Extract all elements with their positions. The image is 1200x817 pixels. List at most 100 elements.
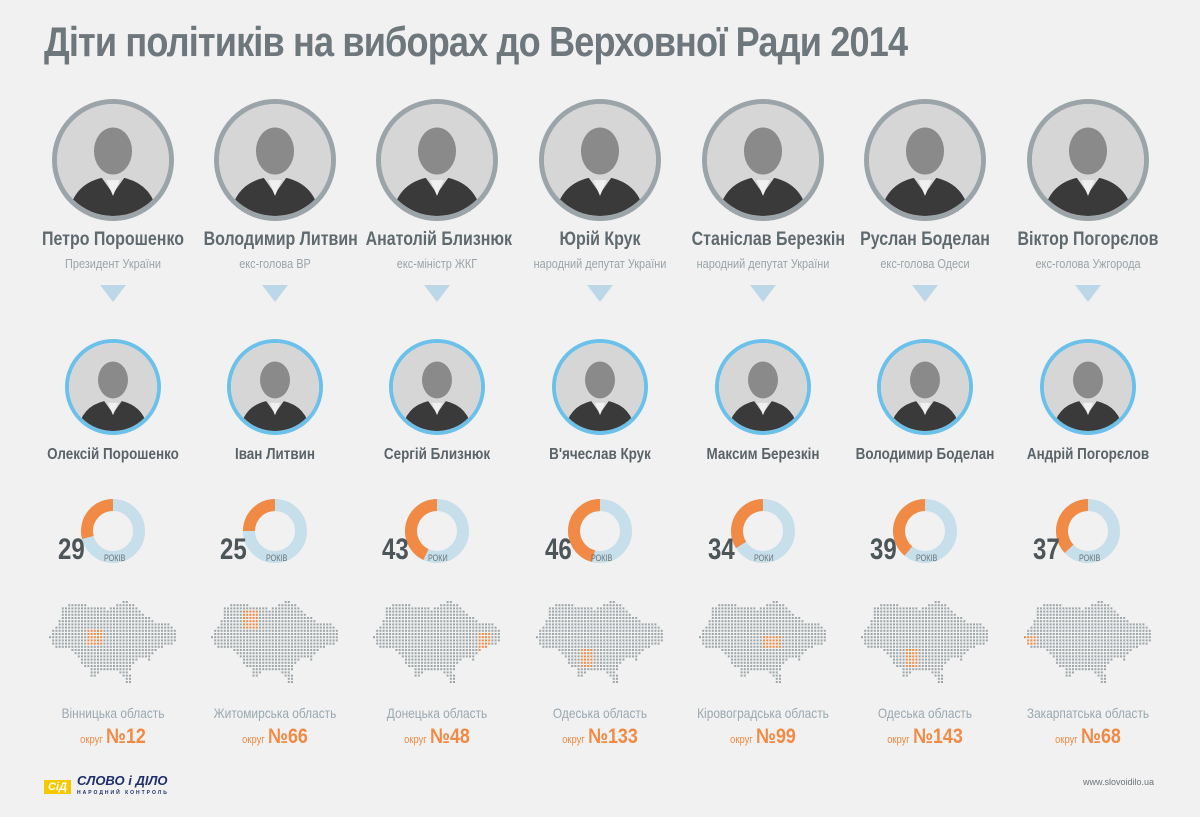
map-dot [329,636,332,639]
map-dot [151,620,154,623]
map-dot [297,620,300,623]
map-dot [1091,623,1094,626]
map-dot [580,645,583,648]
map-dot [262,636,265,639]
map-dot [902,649,905,651]
map-dot [392,607,395,610]
map-dot [125,655,128,658]
map-dot [408,610,411,613]
map-dot-highlight [1027,636,1030,639]
map-dot [469,636,471,639]
map-dot [727,623,730,626]
map-dot [97,613,99,616]
map-dot [81,626,83,629]
map-dot [886,613,889,616]
map-dot [715,617,717,619]
map-dot [931,610,934,613]
map-dot [574,658,577,661]
map-dot [138,620,141,623]
site-url[interactable]: www.slovoidilo.ua [1082,777,1154,787]
map-dot [747,607,749,610]
map-dot [590,636,593,639]
map-dot [395,645,398,648]
map-dot [715,620,717,623]
map-dot [931,620,934,623]
map-dot [574,642,577,645]
map-dot [469,629,471,632]
map-dot [1097,623,1100,626]
map-dot [437,658,439,661]
map-dot [788,655,791,658]
map-dot [763,668,765,671]
map-dot [97,671,99,674]
map-dot [1072,607,1074,610]
map-dot [427,607,430,610]
map-dot [389,636,391,639]
map-dot [135,620,138,623]
map-dot [475,642,478,645]
map-dot [125,610,128,613]
map-dot [1049,642,1052,645]
map-dot [564,633,567,635]
map-dot [944,655,947,658]
map-dot [889,629,892,632]
map-dot [472,626,475,629]
map-dot [65,617,67,619]
map-dot [100,607,103,610]
map-dot [109,661,112,664]
map-dot [68,604,71,607]
map-dot [718,610,721,613]
map-dot [561,645,564,648]
map-dot [1123,633,1126,635]
map-dot [122,629,125,632]
map-dot [281,639,284,642]
map-dot [957,649,959,651]
map-dot [154,629,157,632]
map-dot [947,658,950,661]
map-dot [727,607,730,610]
map-dot [68,633,71,635]
map-dot [759,613,762,616]
map-dot [119,617,122,619]
map-dot [1068,671,1071,674]
map-dot [638,645,641,648]
map-dot [433,607,436,610]
map-dot [437,655,439,658]
map-dot [603,629,606,632]
map-dot [265,668,268,671]
map-dot [877,620,879,623]
map-dot [227,645,229,648]
map-dot [1065,623,1068,626]
map-dot [756,642,759,645]
map-dot [453,652,455,655]
map-dot [398,617,401,619]
map-dot [494,636,497,639]
map-dot [788,652,791,655]
map-dot [90,626,93,629]
map-dot [791,639,794,642]
map-dot [568,642,570,645]
map-dot [899,649,902,651]
slovo-i-dilo-logo[interactable]: СіД СЛОВО і ДІЛО НАРОДНИЙ КОНТРОЛЬ [44,774,169,799]
map-dot [934,652,937,655]
map-dot [141,620,144,623]
map-dot [255,655,258,658]
map-dot [281,620,284,623]
map-dot [782,642,785,645]
map-dot [300,623,303,626]
map-dot-highlight [905,661,908,664]
map-dot [310,626,313,629]
map-dot [775,677,778,680]
map-dot [571,613,574,616]
map-dot [628,626,631,629]
map-dot [465,639,468,642]
map-dot [877,617,879,619]
map-dot [817,639,820,642]
map-dot [265,623,268,626]
map-dot [763,655,765,658]
map-dot [465,655,468,658]
map-dot-highlight [485,642,487,645]
map-dot [71,636,74,639]
map-dot [635,649,638,651]
map-dot [593,645,596,648]
